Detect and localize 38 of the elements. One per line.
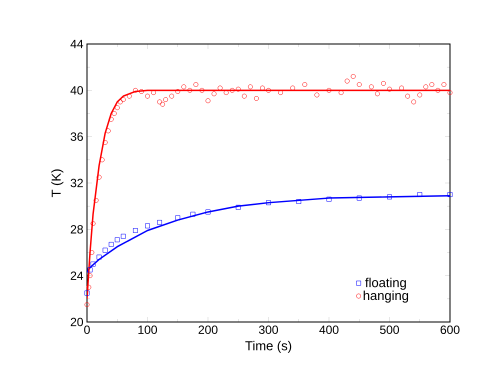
legend-label: floating — [365, 278, 406, 290]
x-tick-label: 100 — [138, 326, 158, 334]
x-tick-label: 500 — [380, 326, 400, 334]
point — [356, 196, 362, 201]
point — [387, 194, 392, 200]
point — [326, 196, 332, 202]
x-tick-label: 0 — [84, 326, 90, 334]
point — [417, 192, 422, 198]
point — [157, 220, 162, 225]
y-tick-label: 24 — [70, 271, 84, 280]
y-tick-label: 40 — [70, 86, 84, 95]
x-axis-title: Time (s) — [245, 340, 292, 353]
point — [132, 228, 138, 233]
x-tick-label: 600 — [440, 326, 460, 334]
point — [96, 254, 102, 260]
x-tick-label: 200 — [198, 326, 218, 334]
point — [108, 242, 114, 247]
point — [145, 223, 150, 228]
x-tick-label: 400 — [319, 326, 339, 334]
x-tick-label: 300 — [258, 326, 278, 334]
point — [90, 262, 96, 267]
y-tick-label: 44 — [70, 40, 84, 48]
point — [84, 290, 90, 296]
point — [206, 210, 210, 214]
point — [102, 248, 108, 253]
point — [236, 204, 241, 210]
y-tick-label: 32 — [70, 178, 83, 188]
y-axis-title: T (K) — [51, 169, 64, 198]
point — [175, 215, 180, 220]
point — [266, 200, 271, 206]
legend-label: hanging — [364, 290, 408, 303]
point — [114, 237, 120, 242]
y-tick-label: 28 — [70, 225, 83, 234]
point — [190, 212, 196, 217]
point — [120, 234, 126, 239]
y-tick-label: 36 — [70, 132, 83, 141]
y-tick-label: 20 — [70, 318, 84, 326]
point — [296, 199, 302, 204]
